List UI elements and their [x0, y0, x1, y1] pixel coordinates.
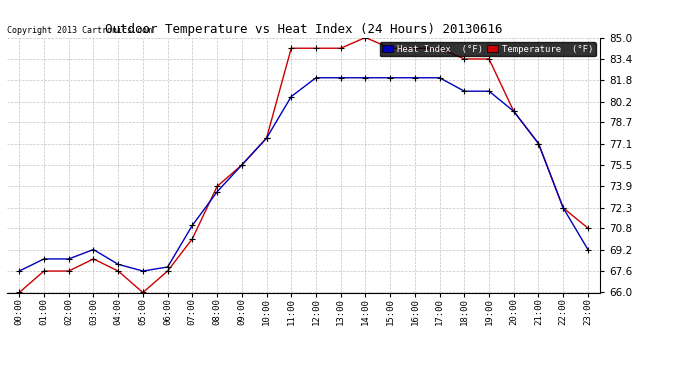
Legend: Heat Index  (°F), Temperature  (°F): Heat Index (°F), Temperature (°F): [380, 42, 595, 56]
Title: Outdoor Temperature vs Heat Index (24 Hours) 20130616: Outdoor Temperature vs Heat Index (24 Ho…: [105, 23, 502, 36]
Text: Copyright 2013 Cartronics.com: Copyright 2013 Cartronics.com: [7, 26, 152, 35]
